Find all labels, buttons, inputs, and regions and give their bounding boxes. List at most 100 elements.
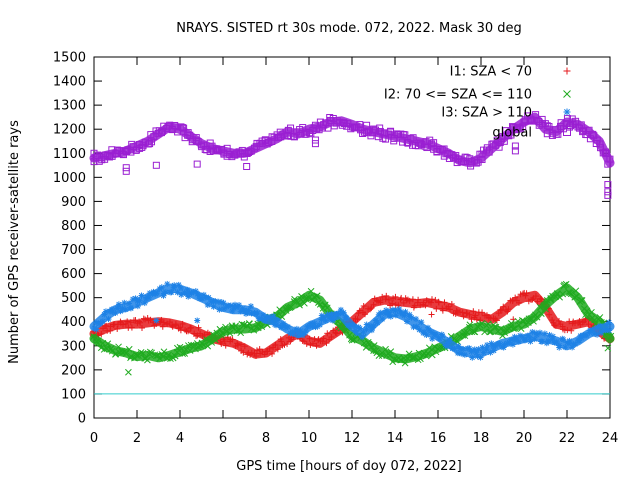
series-1-point	[441, 299, 448, 306]
series-3-point	[403, 318, 410, 325]
series-4-point	[372, 126, 380, 134]
series-1-point	[218, 340, 225, 347]
series-1-point	[392, 293, 399, 300]
series-4-point	[444, 149, 452, 157]
series-2-point	[258, 323, 266, 330]
series-3-point	[105, 316, 112, 323]
series-2-point	[238, 320, 246, 328]
y-tick-label: 200	[61, 363, 86, 378]
series-1-point	[546, 311, 553, 318]
series-2-point	[156, 355, 164, 362]
series-3-point	[127, 304, 134, 311]
series-2-point	[297, 295, 305, 303]
series-1-point	[459, 309, 466, 316]
series-1-point	[389, 300, 396, 307]
series-4-point	[543, 122, 551, 130]
series-3-point	[444, 343, 451, 350]
series-3-outlier	[243, 307, 250, 314]
series-3-point	[432, 332, 439, 339]
series-3-point	[270, 313, 277, 320]
series-4-point	[585, 126, 593, 134]
series-1-point	[166, 319, 173, 326]
series-4-point	[279, 130, 287, 138]
series-1-point	[385, 296, 392, 303]
series-3-point	[284, 323, 291, 330]
series-4-point	[596, 140, 604, 148]
series-2-point	[190, 341, 198, 349]
series-3-point	[351, 323, 358, 330]
series-3-point	[477, 354, 484, 361]
series-3-point	[175, 281, 182, 288]
series-2-point	[171, 352, 179, 360]
series-1-point	[284, 341, 291, 348]
series-3-point	[408, 314, 415, 321]
series-4-outlier	[604, 188, 612, 196]
series-4-point	[268, 137, 276, 145]
series-4-point	[148, 138, 156, 146]
series-4-point	[440, 145, 448, 153]
series-3-point	[490, 347, 497, 354]
series-2-point	[525, 315, 533, 323]
series-4-outlier	[152, 161, 160, 169]
series-2-point	[417, 355, 424, 363]
series-1-point	[382, 296, 389, 303]
series-2-point	[301, 299, 308, 307]
x-tick-label: 2	[133, 431, 141, 446]
series-4-point	[365, 127, 373, 135]
series-4-point	[426, 136, 434, 144]
series-1-point	[278, 338, 285, 345]
series-2-point	[373, 349, 381, 357]
series-1-point	[119, 321, 126, 328]
series-1-point	[127, 319, 134, 326]
series-2-point	[233, 327, 241, 335]
series-1-point	[500, 303, 507, 310]
x-tick-label: 0	[90, 431, 98, 446]
series-4-point	[290, 133, 298, 141]
series-1-point	[136, 318, 143, 325]
series-1-point	[403, 297, 410, 304]
series-3-point	[377, 309, 384, 316]
series-3-point	[496, 340, 503, 347]
series-1-point	[114, 325, 121, 332]
series-2-outlier	[125, 368, 132, 376]
series-2-point	[515, 321, 523, 329]
series-4-point	[287, 124, 295, 132]
series-2-point	[542, 305, 549, 313]
series-2-point	[216, 325, 224, 333]
series-3-point	[416, 326, 423, 333]
series-1-point	[466, 311, 473, 318]
series-4-point	[478, 155, 486, 163]
series-1-point	[269, 350, 276, 357]
series-1-point	[515, 299, 522, 306]
series-3-point	[553, 338, 560, 345]
series-1-point	[332, 329, 339, 336]
series-1-point	[124, 318, 131, 325]
series-1-point	[122, 320, 129, 327]
series-4-point	[113, 146, 121, 154]
series-4-point	[430, 139, 438, 147]
series-1-point	[248, 349, 255, 356]
series-1-point	[532, 293, 539, 300]
series-1-point	[193, 333, 200, 340]
series-3-outlier	[194, 317, 201, 324]
series-1-point	[110, 321, 117, 328]
series-4-point	[472, 159, 480, 167]
series-2-point	[409, 353, 417, 361]
series-1-point	[324, 330, 331, 337]
series-2-point	[298, 293, 305, 300]
legend-label-3: I3: SZA > 110	[441, 106, 532, 121]
series-3-point	[468, 348, 475, 355]
series-4-point	[495, 143, 503, 151]
series-3-point	[536, 329, 543, 336]
series-2-point	[391, 355, 398, 363]
series-1-point	[470, 308, 477, 315]
series-1-point	[253, 353, 260, 360]
series-2-point	[572, 287, 580, 295]
series-2-point	[561, 281, 568, 289]
series-4-point	[485, 148, 493, 156]
series-1-point	[400, 299, 407, 306]
series-3-point	[539, 338, 546, 345]
series-3-point	[134, 303, 141, 310]
series-2-point	[165, 351, 172, 359]
series-1-point	[435, 299, 442, 306]
